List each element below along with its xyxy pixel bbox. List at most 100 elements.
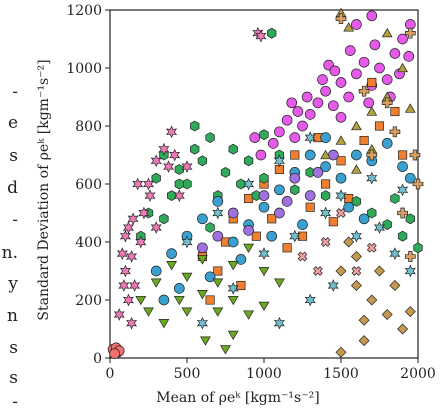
data-point-circle: [317, 74, 328, 85]
data-point-plus: [397, 207, 408, 219]
data-point-triangle-up: [350, 164, 362, 174]
data-point-plus: [381, 97, 393, 109]
data-point-triangle-up: [366, 106, 378, 116]
data-point-hexagon: [159, 213, 169, 225]
data-point-plus: [366, 149, 378, 161]
data-point-hexagon: [413, 242, 423, 254]
data-point-circle: [292, 106, 304, 117]
data-point-triangle-up: [320, 149, 332, 160]
data-point-square: [297, 231, 308, 241]
data-point-hexagon: [166, 190, 177, 202]
data-point-circle: [166, 248, 177, 259]
data-point-circle: [374, 62, 385, 74]
data-point-triangle-up: [350, 120, 362, 131]
data-points: [107, 7, 424, 359]
data-point-circle: [173, 283, 185, 294]
data-point-hexagon: [174, 178, 184, 190]
data-point-square: [267, 214, 277, 224]
data-point-circle: [389, 48, 401, 59]
data-point-plus: [335, 13, 347, 25]
data-point-circle: [312, 97, 324, 109]
x-tick-label: 0: [106, 366, 115, 382]
data-point-star: [289, 229, 301, 243]
data-point-star: [273, 316, 285, 330]
data-point-star: [150, 154, 162, 168]
data-point-circle: [150, 265, 162, 277]
data-point-circle: [366, 10, 378, 22]
data-point-square: [251, 231, 261, 241]
data-point-star: [212, 206, 224, 220]
data-point-circle: [243, 225, 254, 236]
data-point-star: [129, 279, 141, 292]
data-point-hexagon: [320, 190, 331, 202]
data-point-circle: [212, 230, 224, 242]
data-point-hexagon: [228, 143, 238, 155]
data-point-star: [350, 229, 362, 243]
x-tick-label: 1000: [246, 366, 282, 382]
data-point-square: [367, 77, 377, 88]
data-point-circle: [312, 167, 324, 178]
data-point-circle: [227, 207, 239, 219]
data-point-circle: [344, 45, 356, 56]
data-point-star: [227, 282, 239, 295]
data-point-star: [138, 206, 150, 220]
fragment-line: n.: [1, 243, 18, 263]
data-point-diamond: [374, 265, 385, 277]
data-point-circle: [212, 196, 224, 207]
data-point-circle: [343, 91, 355, 103]
data-point-hexagon: [259, 129, 269, 141]
data-point-triangle-down: [150, 278, 162, 288]
data-point-circle: [286, 97, 298, 109]
data-point-star: [135, 235, 147, 249]
x-axis-ticks: 0 500 1000 1500 2000: [106, 358, 436, 382]
data-point-triangle-up: [404, 103, 416, 113]
fragment-line: n: [7, 306, 18, 326]
data-point-star: [122, 293, 134, 307]
data-point-square: [359, 135, 369, 146]
data-point-triangle-up: [335, 135, 347, 145]
data-point-hexagon: [267, 27, 277, 39]
data-point-diamond: [358, 314, 370, 326]
data-point-triangle-down: [143, 307, 154, 317]
fragment-line: -: [12, 392, 18, 408]
data-point-hexagon: [197, 155, 208, 167]
x-tick-label: 500: [174, 366, 201, 382]
data-point-triangle-down: [212, 307, 224, 317]
data-point-circle: [329, 65, 341, 77]
data-point-triangle-down: [273, 278, 285, 288]
fragment-line: d: [7, 178, 18, 198]
fragment-line: -: [12, 82, 18, 102]
data-point-star: [304, 131, 316, 144]
data-point-star: [118, 279, 130, 292]
y-tick-label: 600: [75, 177, 102, 193]
data-point-square: [213, 266, 223, 276]
data-point-square: [398, 150, 408, 160]
y-tick-label: 800: [75, 119, 102, 135]
fragment-line: s: [9, 338, 18, 358]
data-point-star: [126, 250, 138, 263]
data-point-circle: [351, 68, 362, 80]
data-point-circle: [404, 172, 416, 184]
data-point-triangle-down: [158, 319, 170, 329]
data-point-star: [144, 189, 156, 202]
data-point-circle: [274, 207, 285, 219]
data-point-circle: [304, 109, 316, 120]
data-point-triangle-down: [243, 310, 255, 320]
data-point-diamond: [381, 309, 393, 320]
data-point-cross: [336, 208, 346, 218]
data-point-circle: [249, 132, 261, 143]
data-point-circle: [258, 190, 270, 201]
data-point-hexagon: [243, 155, 254, 167]
data-point-triangle-down: [181, 272, 193, 282]
data-point-star: [132, 177, 144, 191]
cropped-page-text: - e s d - n. y n s s -: [0, 0, 30, 408]
data-point-hexagon: [397, 230, 408, 242]
data-point-hexagon: [367, 207, 377, 219]
data-point-hexagon: [220, 166, 231, 178]
fragment-line: -: [12, 210, 18, 230]
data-point-triangle-down: [181, 307, 193, 317]
data-point-star: [142, 177, 155, 191]
data-point-diamond: [335, 265, 347, 277]
data-point-diamond: [358, 335, 370, 347]
y-tick-label: 1000: [66, 61, 102, 77]
